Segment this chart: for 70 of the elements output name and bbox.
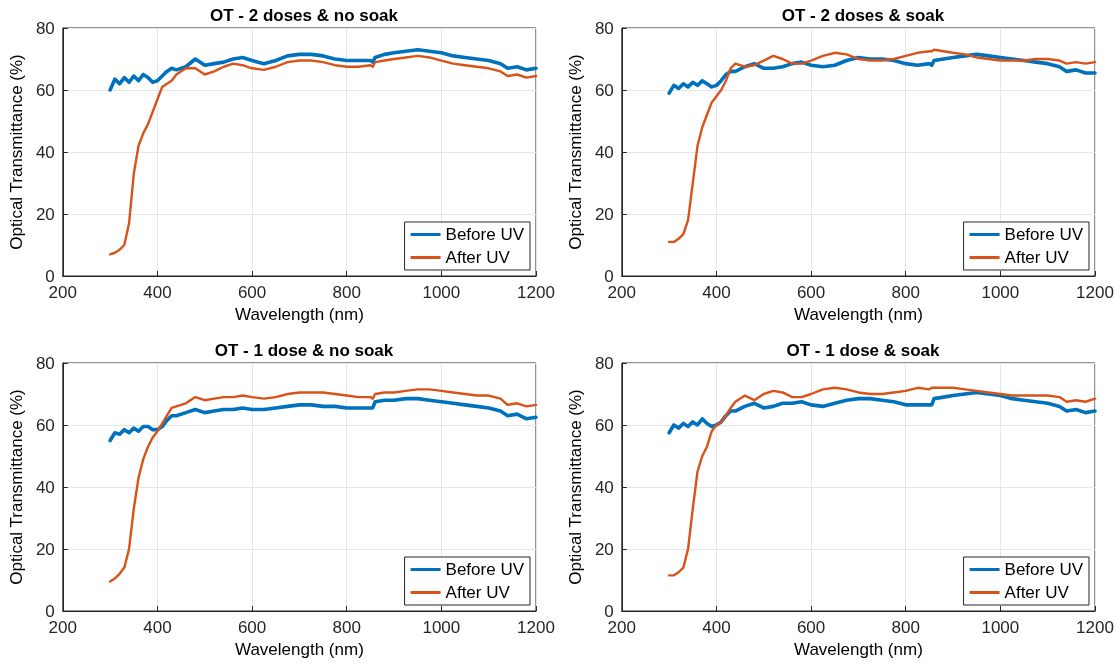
y-tick-label: 60 xyxy=(35,415,55,435)
x-tick-label: 1000 xyxy=(981,283,1020,302)
x-axis-title: Wavelength (nm) xyxy=(235,305,364,324)
y-tick-label: 20 xyxy=(35,204,55,224)
line-series xyxy=(667,386,1097,577)
y-tick-label: 80 xyxy=(594,353,614,373)
x-tick-label: 200 xyxy=(607,283,636,302)
y-tick-label: 80 xyxy=(35,18,55,38)
y-tick-label: 60 xyxy=(594,80,614,100)
legend-label: Before UV xyxy=(1004,225,1084,244)
y-tick-label: 20 xyxy=(35,539,55,559)
x-tick-label: 600 xyxy=(796,618,826,637)
line-series xyxy=(667,390,1097,435)
y-tick-label: 0 xyxy=(604,601,614,621)
legend-label: Before UV xyxy=(445,225,525,244)
x-axis-title: Wavelength (nm) xyxy=(235,640,364,659)
y-tick-label: 80 xyxy=(35,353,55,373)
x-tick-label: 1000 xyxy=(422,283,461,302)
x-tick-label: 1200 xyxy=(517,618,555,637)
y-tick-label: 40 xyxy=(35,477,55,497)
legend-label: After UV xyxy=(445,583,511,602)
x-tick-label: 1200 xyxy=(1076,618,1114,637)
x-tick-label: 400 xyxy=(143,283,172,302)
y-tick-label: 40 xyxy=(594,142,614,162)
x-tick-label: 200 xyxy=(48,283,77,302)
line-series xyxy=(108,47,538,92)
y-axis-title: Optical Transmittance (%) xyxy=(566,54,585,250)
y-tick-label: 0 xyxy=(604,266,614,286)
y-tick-label: 60 xyxy=(35,80,55,100)
line-series xyxy=(667,48,1097,244)
x-tick-label: 1000 xyxy=(422,618,461,637)
y-axis-title: Optical Transmittance (%) xyxy=(7,389,26,585)
x-tick-label: 400 xyxy=(702,618,731,637)
x-tick-label: 800 xyxy=(891,618,920,637)
line-series xyxy=(108,396,538,443)
x-axis-title: Wavelength (nm) xyxy=(794,305,923,324)
chart-title: OT - 1 dose & soak xyxy=(786,341,941,360)
x-tick-label: 600 xyxy=(237,618,267,637)
x-tick-label: 200 xyxy=(607,618,636,637)
x-tick-label: 600 xyxy=(237,283,267,302)
x-tick-label: 1200 xyxy=(517,283,555,302)
x-tick-label: 800 xyxy=(891,283,920,302)
y-tick-label: 40 xyxy=(594,477,614,497)
x-tick-label: 400 xyxy=(702,283,731,302)
chart-title: OT - 1 dose & no soak xyxy=(214,341,394,360)
chart-title: OT - 2 doses & no soak xyxy=(210,6,399,25)
x-tick-label: 1000 xyxy=(981,618,1020,637)
legend-label: Before UV xyxy=(1004,560,1084,579)
x-tick-label: 800 xyxy=(332,618,361,637)
x-tick-label: 800 xyxy=(332,283,361,302)
y-tick-label: 40 xyxy=(35,142,55,162)
legend-label: After UV xyxy=(1004,583,1070,602)
y-tick-label: 0 xyxy=(45,601,55,621)
x-tick-label: 200 xyxy=(48,618,77,637)
legend-label: After UV xyxy=(445,248,511,267)
x-axis-title: Wavelength (nm) xyxy=(794,640,923,659)
y-tick-label: 60 xyxy=(594,415,614,435)
line-series xyxy=(108,388,538,583)
y-tick-label: 20 xyxy=(594,539,614,559)
chart-title: OT - 2 doses & soak xyxy=(781,6,945,25)
y-axis-title: Optical Transmittance (%) xyxy=(566,389,585,585)
x-tick-label: 600 xyxy=(796,283,826,302)
y-axis-title: Optical Transmittance (%) xyxy=(7,54,26,250)
x-tick-label: 1200 xyxy=(1076,283,1114,302)
y-tick-label: 80 xyxy=(594,18,614,38)
y-tick-label: 20 xyxy=(594,204,614,224)
y-tick-label: 0 xyxy=(45,266,55,286)
legend-label: Before UV xyxy=(445,560,525,579)
legend-label: After UV xyxy=(1004,248,1070,267)
x-tick-label: 400 xyxy=(143,618,172,637)
